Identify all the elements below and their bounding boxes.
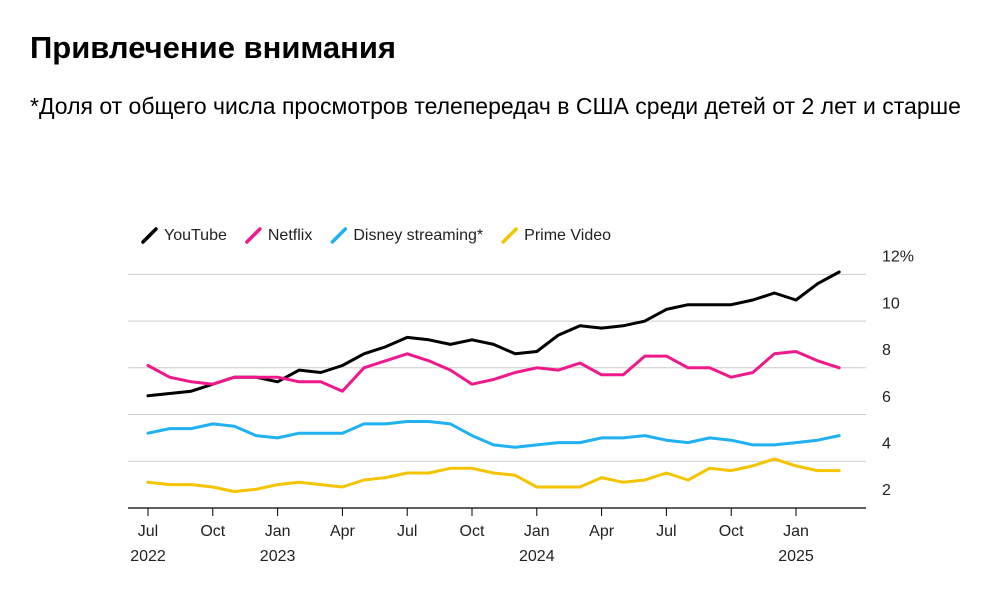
x-tick-label: Apr [329,523,355,540]
series-line [146,270,841,398]
legend-label: Netflix [268,227,312,244]
legend-label: Prime Video [524,227,611,244]
y-tick-label: 4 [882,435,891,452]
x-tick-label: Jul 2022 [130,523,166,565]
x-tick-label: Jan 2024 [519,523,555,565]
x-tick-label: Oct [200,523,226,540]
subtitle: *Доля от общего числа просмотров телепер… [30,93,961,119]
series-line [146,350,841,393]
legend-swatch [245,227,262,244]
y-tick-label: 10 [882,295,900,312]
title: Привлечение внимания [30,30,397,65]
y-tick-label: 12% [882,249,914,266]
x-tick-label: Jan 2025 [778,523,814,565]
series-line [146,420,841,449]
y-tick-label: 2 [882,482,891,499]
x-tick-label: Jan 2023 [259,523,296,565]
series-line [146,457,841,494]
legend-label: Disney streaming* [353,227,483,244]
y-tick-label: 8 [882,342,891,359]
legend-swatch [141,227,158,244]
y-tick-label: 6 [882,389,891,406]
legend-swatch [330,227,348,244]
legend-swatch [501,227,518,244]
legend-label: YouTube [164,227,227,244]
x-tick-label: Jul [656,523,677,540]
x-tick-label: Apr [589,523,615,540]
x-tick-label: Oct [718,523,744,540]
x-tick-label: Jul [396,523,418,540]
x-tick-label: Oct [459,523,485,540]
